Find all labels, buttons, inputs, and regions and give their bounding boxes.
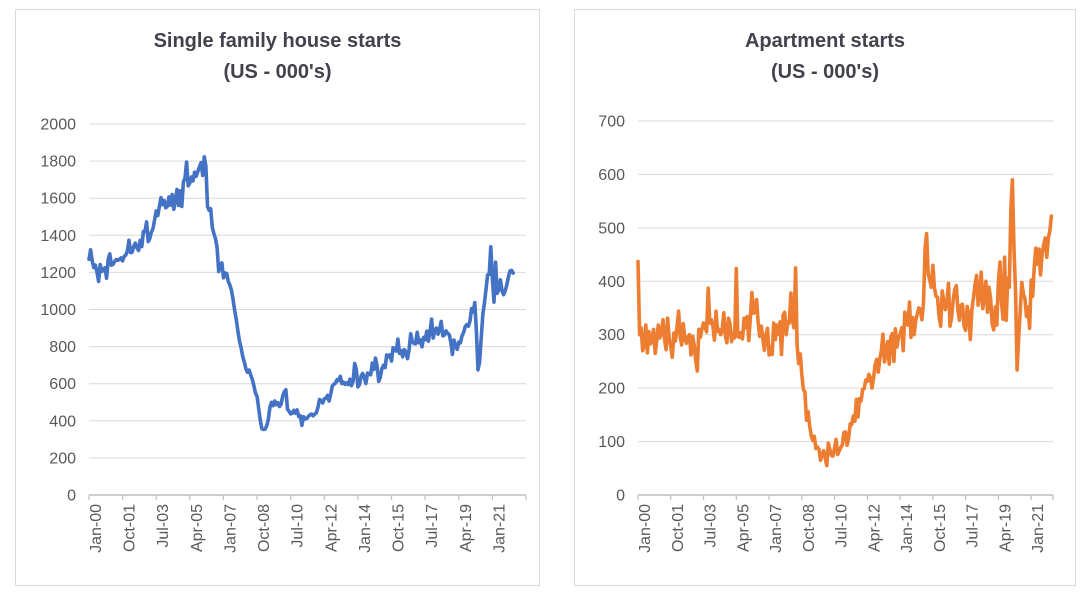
x-tick-label: Apr-05 bbox=[189, 504, 206, 552]
series-line bbox=[87, 155, 516, 432]
x-tick-label: Apr-05 bbox=[735, 504, 752, 552]
x-tick-label: Jan-21 bbox=[491, 504, 508, 553]
chart-panel-single-family-starts: Single family house starts (US - 000's) … bbox=[15, 9, 540, 586]
chart-title-apartment: Apartment starts (US - 000's) bbox=[575, 26, 1075, 88]
x-tick-label: Oct-08 bbox=[801, 504, 818, 552]
y-tick-label: 1600 bbox=[40, 191, 76, 208]
x-tick-label: Jul-17 bbox=[965, 504, 982, 548]
y-tick-label: 200 bbox=[49, 450, 76, 467]
y-tick-label: 1800 bbox=[40, 154, 76, 171]
x-tick-label: Jul-10 bbox=[290, 504, 307, 548]
apartment-starts-chart: 0 100 200 300 400 500 600 700 Jan-00 Oct-01 Jul-03… bbox=[598, 114, 1054, 553]
x-tick-label: Oct-01 bbox=[122, 504, 139, 552]
y-tick-label: 300 bbox=[598, 327, 625, 344]
chart-title-single-family: Single family house starts (US - 000's) bbox=[16, 26, 539, 88]
chart-title-line2: (US - 000's) bbox=[223, 61, 332, 83]
y-tick-label: 200 bbox=[598, 381, 625, 398]
single-family-starts-chart: 0 200 400 600 800 1000 1200 1400 1600 1800 2000 Jan… bbox=[40, 117, 527, 553]
x-tick-label: Apr-12 bbox=[323, 504, 340, 552]
chart-title-line1: Apartment starts bbox=[744, 30, 906, 52]
x-tick-label: Jan-14 bbox=[899, 504, 916, 553]
x-tick-label: Jul-03 bbox=[703, 504, 720, 548]
chart-panel-apartment-starts: Apartment starts (US - 000's) 0 100 200 300… bbox=[574, 9, 1076, 586]
x-tick-label: Jan-00 bbox=[637, 504, 654, 553]
y-tick-label: 500 bbox=[598, 220, 625, 237]
y-tick-label: 1400 bbox=[40, 228, 76, 245]
x-tick-label: Apr-19 bbox=[997, 504, 1014, 552]
chart-title-line1: Single family house starts bbox=[153, 30, 402, 52]
x-tick-label: Oct-08 bbox=[256, 504, 273, 552]
y-tick-label: 800 bbox=[49, 339, 76, 356]
y-tick-label: 600 bbox=[49, 376, 76, 393]
x-tick-label: Oct-01 bbox=[670, 504, 687, 552]
y-tick-label: 0 bbox=[67, 488, 76, 505]
y-tick-label: 400 bbox=[598, 274, 625, 291]
y-tick-label: 700 bbox=[598, 114, 625, 131]
x-tick-label: Jan-07 bbox=[768, 504, 785, 553]
x-tick-label: Jan-21 bbox=[1030, 504, 1047, 553]
x-tick-label: Apr-19 bbox=[458, 504, 475, 552]
x-tick-label: Jan-14 bbox=[357, 504, 374, 553]
y-tick-label: 1000 bbox=[40, 302, 76, 319]
x-tick-label: Jul-17 bbox=[424, 504, 441, 548]
x-tick-label: Jan-00 bbox=[88, 504, 105, 553]
y-tick-label: 400 bbox=[49, 413, 76, 430]
x-tick-label: Jul-10 bbox=[834, 504, 851, 548]
x-tick-label: Apr-12 bbox=[866, 504, 883, 552]
series-line bbox=[636, 178, 1054, 468]
chart-title-line2: (US - 000's) bbox=[770, 61, 880, 83]
x-tick-label: Oct-15 bbox=[932, 504, 949, 552]
y-tick-label: 0 bbox=[616, 488, 625, 505]
y-tick-label: 1200 bbox=[40, 265, 76, 282]
x-tick-label: Oct-15 bbox=[391, 504, 408, 552]
y-tick-label: 600 bbox=[598, 167, 625, 184]
y-tick-label: 100 bbox=[598, 434, 625, 451]
y-tick-label: 2000 bbox=[40, 117, 76, 134]
x-tick-label: Jan-07 bbox=[222, 504, 239, 553]
x-tick-label: Jul-03 bbox=[155, 504, 172, 548]
